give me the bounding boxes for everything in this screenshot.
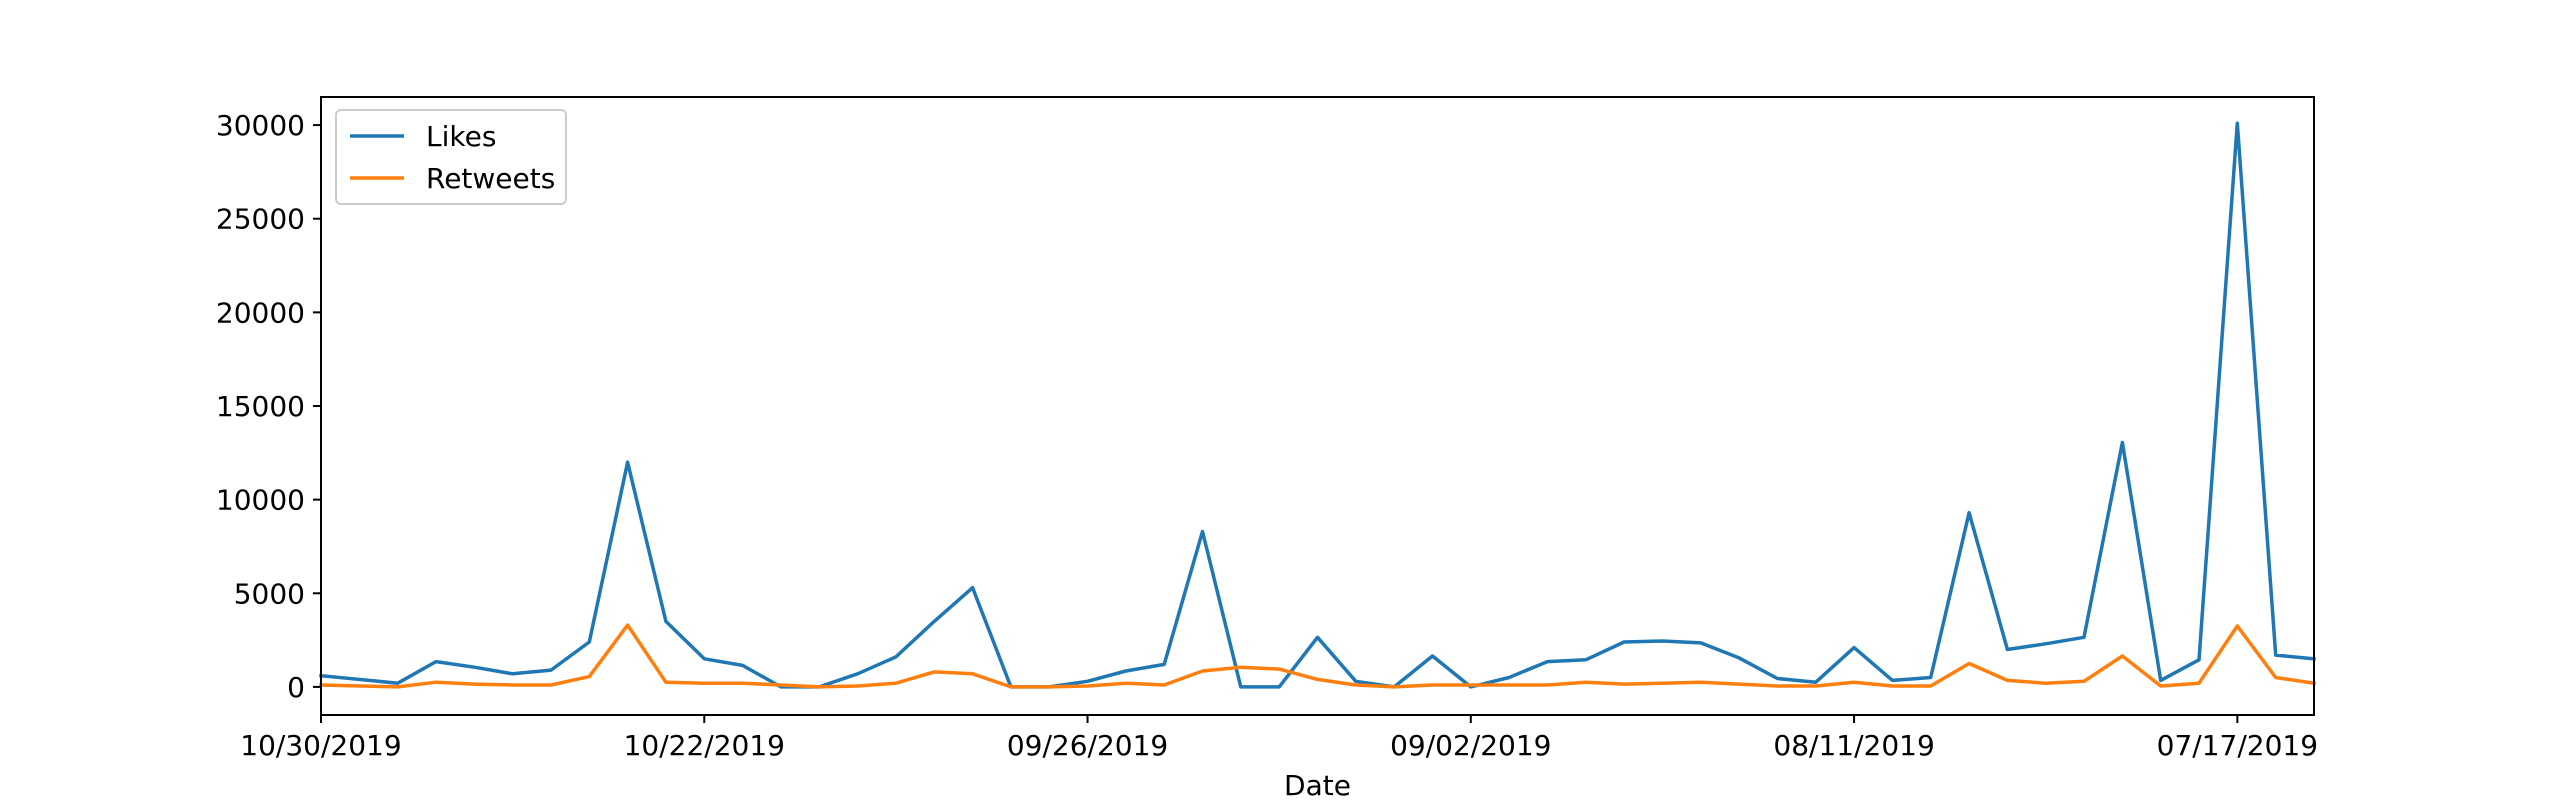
x-tick-label: 09/02/2019	[1390, 729, 1551, 762]
x-tick-label: 07/17/2019	[2157, 729, 2318, 762]
x-axis: 10/30/2019 10/22/2019 09/26/2019 09/02/2019…	[240, 715, 2318, 762]
y-tick-label: 30000	[216, 109, 305, 142]
x-tick-label: 10/22/2019	[624, 729, 785, 762]
y-tick-label: 5000	[234, 577, 305, 610]
legend-label-retweets: Retweets	[426, 162, 555, 195]
series-line-likes	[319, 121, 2316, 689]
legend-label-likes: Likes	[426, 120, 496, 153]
x-tick-label: 08/11/2019	[1773, 729, 1934, 762]
y-tick-label: 15000	[216, 390, 305, 423]
legend-box	[335, 109, 567, 205]
y-tick-label: 0	[287, 671, 305, 704]
series-lines	[319, 121, 2316, 689]
plot-frame	[320, 96, 2315, 716]
x-axis-title: Date	[1284, 769, 1351, 800]
y-tick-label: 25000	[216, 203, 305, 236]
y-tick-label: 10000	[216, 484, 305, 517]
series-line-retweets	[319, 623, 2316, 689]
x-tick-label: 09/26/2019	[1007, 729, 1168, 762]
legend: Likes Retweets	[335, 109, 567, 205]
y-tick-label: 20000	[216, 296, 305, 329]
x-tick-label: 10/30/2019	[240, 729, 401, 762]
y-axis: 0 5000 10000 15000 20000 25000 30000	[216, 109, 321, 704]
